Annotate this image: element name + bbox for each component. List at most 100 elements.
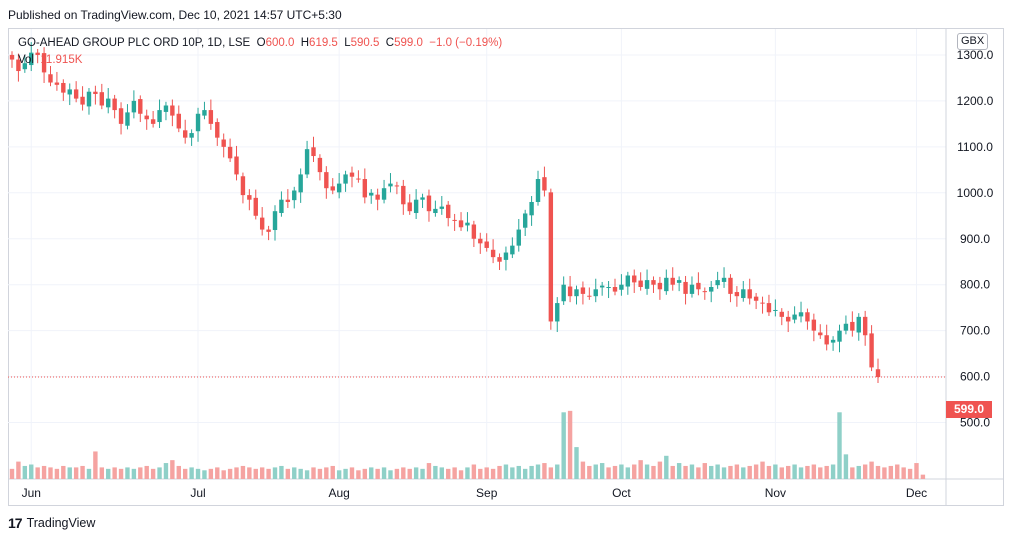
volume-bar xyxy=(612,465,618,479)
volume-bar xyxy=(818,467,823,479)
candle-body xyxy=(651,280,656,285)
volume-bar xyxy=(497,465,502,479)
candle-body xyxy=(61,82,66,93)
candle-body xyxy=(709,286,714,292)
candle-body xyxy=(683,281,688,294)
volume-bar xyxy=(189,467,194,479)
volume-bar xyxy=(150,468,156,479)
candle-body xyxy=(599,285,605,288)
volume-bar xyxy=(465,467,470,479)
volume-bar xyxy=(394,468,400,479)
volume-bar xyxy=(766,465,772,479)
candle-body xyxy=(67,89,72,95)
volume-bar xyxy=(279,465,284,479)
volume-bar xyxy=(446,468,451,479)
currency-badge[interactable]: GBX xyxy=(957,33,989,50)
candle-body xyxy=(317,157,323,173)
volume-bar xyxy=(35,467,40,479)
candle-body xyxy=(144,115,149,120)
candle-body xyxy=(86,91,92,107)
candle-body xyxy=(567,286,573,297)
volume-bar xyxy=(862,464,868,479)
volume-bar xyxy=(561,412,566,479)
volume-bar xyxy=(80,465,85,479)
volume-bar xyxy=(664,455,669,479)
volume-bar xyxy=(369,467,374,479)
candle-body xyxy=(349,172,355,177)
volume-bar xyxy=(574,447,579,479)
candle-body xyxy=(227,146,233,159)
footer[interactable]: 17 TradingView xyxy=(8,515,95,531)
candle-body xyxy=(99,92,105,106)
volume-bar xyxy=(22,465,28,479)
candle-body xyxy=(548,192,554,322)
candle-body xyxy=(734,292,740,297)
volume-bar xyxy=(484,467,489,479)
volume-bar xyxy=(869,461,874,479)
candle-body xyxy=(285,199,291,202)
candle-body xyxy=(574,289,579,297)
volume-bar xyxy=(824,465,829,479)
candle-body xyxy=(497,257,502,262)
candle-body xyxy=(420,197,425,200)
volume-bar xyxy=(285,468,291,479)
volume-bar xyxy=(516,465,521,479)
candle-body xyxy=(535,179,541,202)
legend-symbol[interactable]: GO-AHEAD GROUP PLC ORD 10P, 1D, LSE xyxy=(18,37,251,49)
volume-bar xyxy=(221,470,226,479)
volume-bar xyxy=(240,465,246,479)
volume-bar xyxy=(247,467,252,479)
candle-body xyxy=(619,284,624,290)
volume-bar xyxy=(792,464,797,479)
legend-open-label: O xyxy=(256,37,266,49)
chart-frame[interactable] xyxy=(8,28,1004,506)
last-price-label: 599.0 xyxy=(946,401,992,418)
volume-bar xyxy=(253,468,258,479)
candle-body xyxy=(304,149,310,175)
candle-body xyxy=(503,252,509,260)
volume-bar xyxy=(779,467,784,479)
volume-bar xyxy=(61,465,66,479)
candle-body xyxy=(125,112,130,126)
volume-bar xyxy=(914,463,919,479)
volume-bar xyxy=(86,468,92,479)
candle-body xyxy=(215,122,220,138)
candle-body xyxy=(183,130,188,138)
candle-body xyxy=(279,199,284,214)
footer-brand: TradingView xyxy=(26,516,96,530)
candle-body xyxy=(54,82,60,85)
volume-bar xyxy=(413,467,419,479)
candle-body xyxy=(830,339,836,343)
volume-bar xyxy=(349,467,355,479)
candle-body xyxy=(542,177,547,191)
volume-bar xyxy=(676,463,682,479)
volume-bar xyxy=(837,412,842,479)
candle-body xyxy=(728,277,733,294)
volume-bar xyxy=(689,464,695,479)
volume-bar xyxy=(311,467,316,479)
volume-bar xyxy=(298,468,303,479)
x-tick-label: Aug xyxy=(328,486,349,500)
volume-bar xyxy=(336,470,342,479)
candle-body xyxy=(413,199,419,214)
volume-bar xyxy=(555,464,560,479)
volume-bar xyxy=(292,467,297,479)
legend-high-value: 619.5 xyxy=(309,37,338,49)
volume-bar xyxy=(41,465,47,479)
volume-bar xyxy=(625,467,631,479)
volume-bar xyxy=(202,470,207,479)
volume-bar xyxy=(888,465,894,479)
volume-bar xyxy=(580,461,586,479)
volume-bar xyxy=(381,467,387,479)
volume-bar xyxy=(895,464,900,479)
volume-bar xyxy=(567,410,573,479)
volume-bar xyxy=(882,467,887,479)
volume-bar xyxy=(798,467,804,479)
volume-bar xyxy=(651,465,656,479)
legend-change: −1.0 (−0.19%) xyxy=(429,37,503,49)
volume-bar xyxy=(478,468,483,479)
candle-body xyxy=(324,172,329,189)
candle-body xyxy=(202,110,207,116)
volume-bar xyxy=(112,467,117,479)
